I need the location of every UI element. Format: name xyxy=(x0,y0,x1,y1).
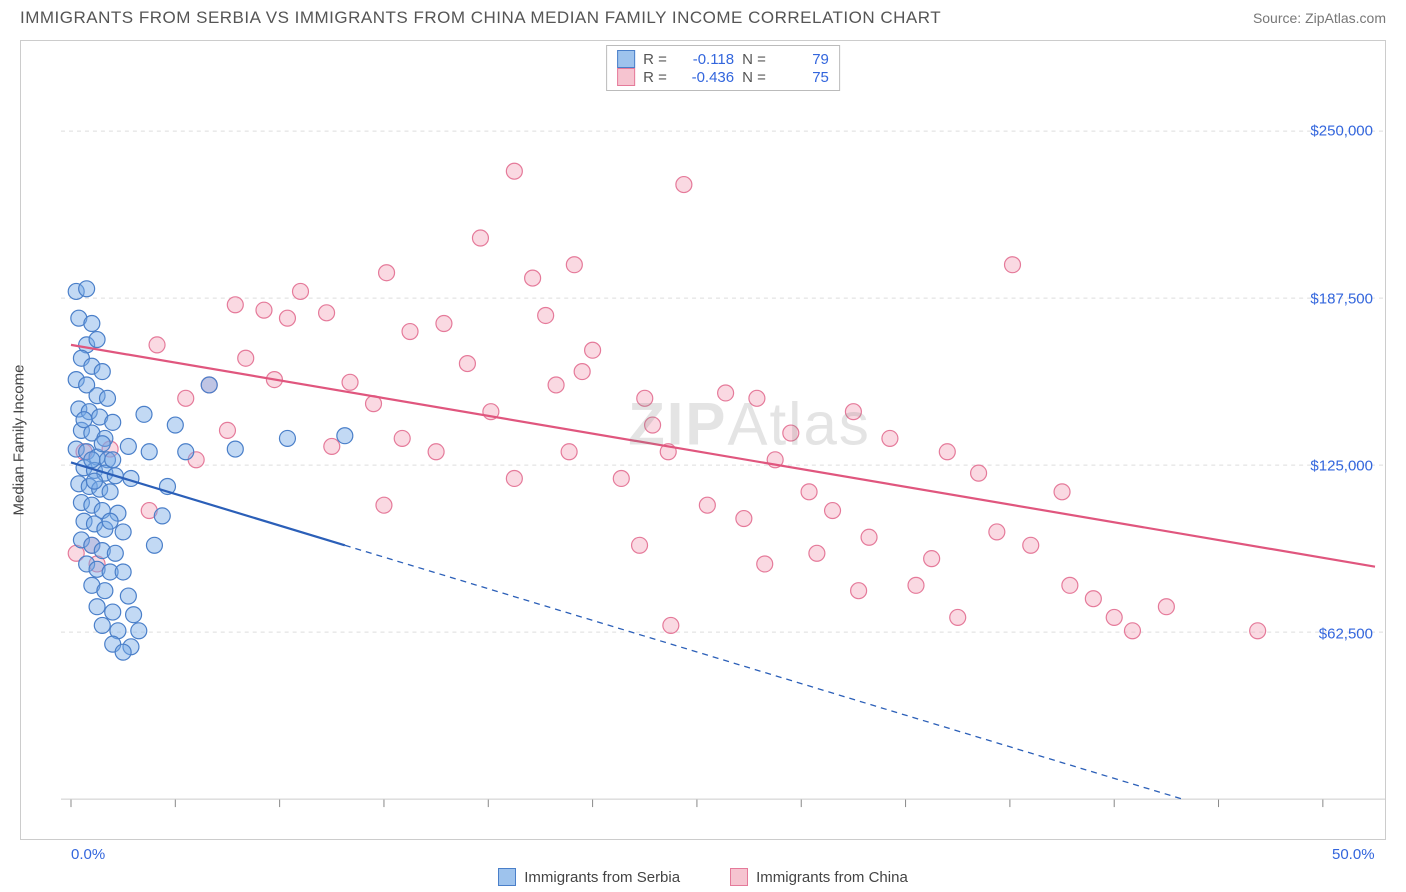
chart-header: IMMIGRANTS FROM SERBIA VS IMMIGRANTS FRO… xyxy=(0,0,1406,32)
legend-swatch-china-icon xyxy=(730,868,748,886)
stats-row-china: R = -0.436 N = 75 xyxy=(617,68,829,86)
y-tick-label: $62,500 xyxy=(1319,625,1373,642)
x-tick-label: 0.0% xyxy=(71,846,105,863)
y-tick-label: $125,000 xyxy=(1310,458,1373,475)
legend-swatch-serbia-icon xyxy=(617,50,635,68)
stats-legend: R = -0.118 N = 79 R = -0.436 N = 75 xyxy=(606,45,840,91)
bottom-legend: Immigrants from Serbia Immigrants from C… xyxy=(0,868,1406,886)
plot-area: ZIPAtlas R = -0.118 N = 79 R = -0.436 N … xyxy=(61,41,1385,839)
chart-source: Source: ZipAtlas.com xyxy=(1253,10,1386,26)
x-tick-label: 50.0% xyxy=(1332,846,1375,863)
scatter-svg xyxy=(61,41,1385,839)
legend-swatch-serbia-icon xyxy=(498,868,516,886)
chart-container: Median Family Income ZIPAtlas R = -0.118… xyxy=(20,40,1386,840)
stats-row-serbia: R = -0.118 N = 79 xyxy=(617,50,829,68)
y-tick-label: $250,000 xyxy=(1310,123,1373,140)
y-tick-label: $187,500 xyxy=(1310,290,1373,307)
legend-item-china: Immigrants from China xyxy=(730,868,908,886)
legend-item-serbia: Immigrants from Serbia xyxy=(498,868,680,886)
y-axis-label: Median Family Income xyxy=(11,365,28,516)
legend-label-serbia: Immigrants from Serbia xyxy=(524,869,680,886)
chart-title: IMMIGRANTS FROM SERBIA VS IMMIGRANTS FRO… xyxy=(20,8,941,28)
legend-swatch-china-icon xyxy=(617,68,635,86)
legend-label-china: Immigrants from China xyxy=(756,869,908,886)
